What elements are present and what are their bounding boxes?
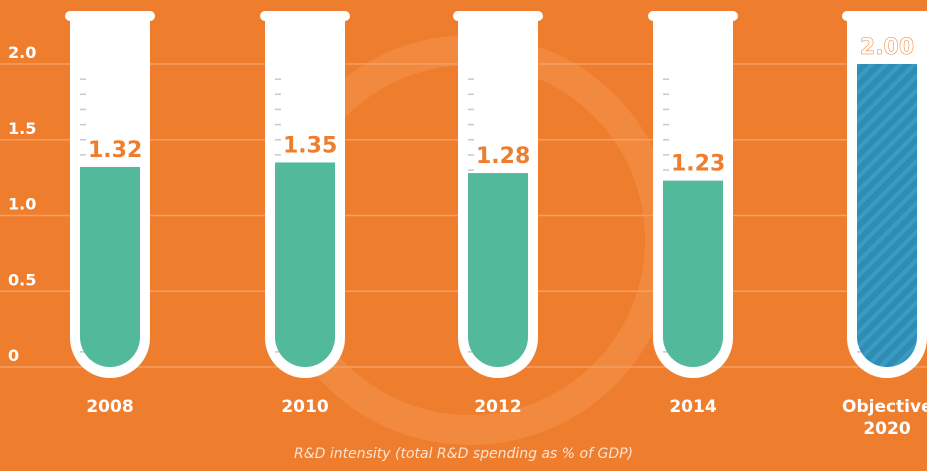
bar xyxy=(857,64,917,367)
tube-rim xyxy=(260,11,350,21)
tube-rim xyxy=(453,11,543,21)
y-tick-label: 0.5 xyxy=(8,270,36,289)
x-tick-label: 2012 xyxy=(474,397,522,417)
bar xyxy=(663,180,723,367)
x-tick-label: Objective 2020 xyxy=(842,397,927,439)
y-tick-label: 2.0 xyxy=(8,43,36,62)
value-label: 1.32 xyxy=(88,138,142,163)
y-tick-label: 1.5 xyxy=(8,119,36,138)
value-label: 2.00 xyxy=(860,35,914,60)
x-tick-label: 2010 xyxy=(281,397,329,417)
bar xyxy=(80,167,140,367)
tube-rim xyxy=(648,11,738,21)
x-tick-label: 2008 xyxy=(86,397,134,417)
tube-rim xyxy=(842,11,927,21)
tube-rim xyxy=(65,11,155,21)
y-tick-label: 0 xyxy=(8,346,19,365)
y-tick-label: 1.0 xyxy=(8,195,36,214)
bar xyxy=(468,173,528,367)
x-tick-label: 2014 xyxy=(669,397,717,417)
x-axis-label: R&D intensity (total R&D spending as % o… xyxy=(293,446,634,462)
value-label: 1.35 xyxy=(283,133,337,158)
bar xyxy=(275,162,335,367)
value-label: 1.23 xyxy=(671,152,725,177)
value-label: 1.28 xyxy=(476,144,530,169)
